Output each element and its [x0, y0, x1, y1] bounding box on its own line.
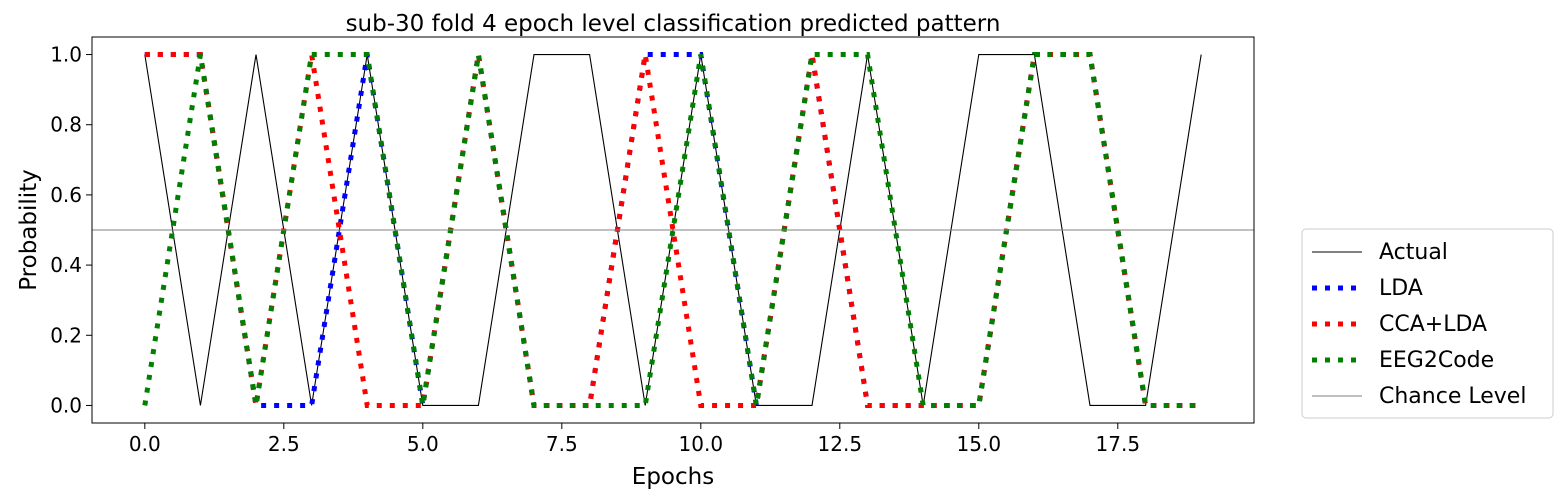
x-tick-label: 12.5	[818, 432, 863, 456]
y-tick-label: 0.6	[50, 183, 82, 207]
y-tick-label: 0.0	[50, 393, 82, 417]
y-tick-label: 0.2	[50, 323, 82, 347]
legend: Actual LDA CCA+LDA EEG2Code Chance Level	[1301, 228, 1554, 419]
plot-frame	[91, 36, 1255, 424]
chart-title: sub-30 fold 4 epoch level classification…	[346, 11, 1001, 37]
legend-label-eeg2code: EEG2Code	[1379, 348, 1494, 373]
y-tick-label: 0.4	[50, 253, 82, 277]
y-tick-label: 0.8	[50, 113, 82, 137]
legend-label-chance-level: Chance Level	[1379, 384, 1526, 409]
x-tick-label: 17.5	[1096, 432, 1141, 456]
x-tick-label: 2.5	[268, 432, 300, 456]
legend-frame	[1301, 228, 1554, 419]
legend-label-cca-lda: CCA+LDA	[1379, 312, 1487, 337]
x-tick-label: 0.0	[129, 432, 161, 456]
plot-area	[92, 52, 1254, 408]
x-tick-label: 7.5	[546, 432, 578, 456]
axis-ticks: 0.0 2.5 5.0 7.5 10.0 12.5 15.0 17.5 0.0 0.2 0.4 0.6…	[50, 43, 1140, 456]
y-axis-label: Probability	[16, 169, 42, 291]
legend-label-actual: Actual	[1379, 240, 1448, 265]
x-tick-label: 5.0	[407, 432, 439, 456]
x-tick-label: 15.0	[957, 432, 1002, 456]
legend-label-lda: LDA	[1379, 276, 1423, 301]
x-tick-label: 10.0	[679, 432, 724, 456]
y-tick-label: 1.0	[50, 43, 82, 67]
x-axis-label: Epochs	[632, 464, 714, 490]
